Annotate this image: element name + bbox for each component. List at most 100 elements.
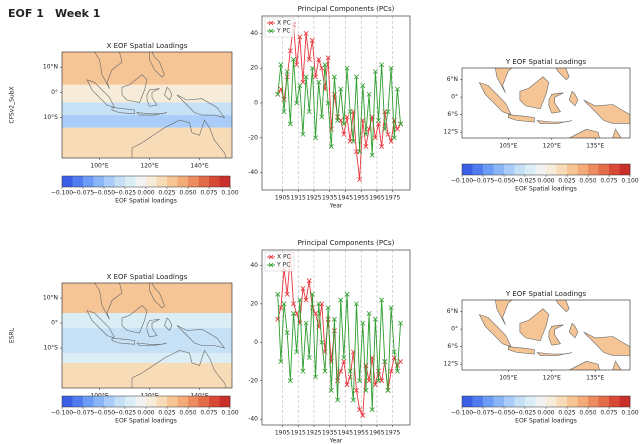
pc-marker [300,368,306,374]
coastline [146,88,160,107]
colorbar-segment [514,396,526,407]
colorbar-segment [72,176,84,187]
pc-marker [319,114,325,120]
pc-marker [363,387,369,393]
pc-marker [363,131,369,137]
coastline [94,52,123,89]
pc-marker [335,117,341,123]
colorbar-tick-label: 0.100 [621,410,638,417]
legend-label: X PC [277,20,291,27]
coastline [131,349,227,388]
map-frame [61,282,233,389]
pc-marker [306,57,312,62]
colorbar-tick-label: −0.075 [72,410,94,417]
colorbar-label: EOF Spatial loadings [515,418,577,425]
colorbar-tick-label: 0.025 [558,410,575,417]
colorbar-segment [493,164,505,175]
pc-marker [297,297,303,303]
coastline [121,74,148,103]
pc-marker [297,34,303,40]
y-tick-label: 0 [254,339,258,346]
colorbar-segment [472,164,484,175]
map-area [62,52,232,158]
pc-marker [313,135,319,141]
coastline [508,114,535,123]
pc-marker [291,301,296,307]
x-tick-label: 135°E [586,143,604,150]
x-tick-label: 1935 [322,430,337,437]
y-tick-label: 12°S [444,129,459,136]
x-tick-label: 120°E [543,143,561,150]
colorbar-segment [156,396,168,407]
colorbar-segment [483,164,494,175]
colorbar-tick-label: 0.075 [200,410,217,417]
pc-marker [275,291,281,297]
colorbar-tick-label: 0.100 [221,190,238,197]
x-tick-label: 1955 [354,430,369,437]
x-tick-label: 1935 [322,195,337,202]
map-area [62,283,232,388]
colorbar-tick-label: −0.050 [493,410,515,417]
map-title: X EOF Spatial Loadings [107,42,188,50]
pc-marker [394,126,400,132]
coastline [536,120,573,124]
pc-marker [309,305,315,311]
colorbar-tick-label: 0.050 [179,190,196,197]
colorbar-segment [619,164,631,175]
coastline [164,86,173,101]
map-field [62,313,232,328]
x-axis-label: Year [329,203,343,210]
colorbar-segment [535,164,547,175]
pc-marker [376,117,381,123]
colorbar-segment [609,164,620,175]
legend-label: Y PC [276,262,290,269]
colorbar-tick-label: −0.050 [93,190,115,197]
pc-marker [369,152,375,158]
colorbar-segment [462,396,473,407]
pc-marker [388,65,394,71]
pc-marker [382,359,388,365]
pc-marker [303,74,309,80]
pc-marker [281,109,287,115]
colorbar-segment [156,176,168,187]
map-field [62,52,232,85]
pc-marker [382,126,388,132]
pc-marker [313,310,319,316]
y-tick-label: 10°N [43,295,58,302]
x-axis-label: Year [329,438,343,444]
x-tick-label: 1955 [354,195,369,202]
colorbar-tick-label: −0.050 [493,178,515,185]
colorbar-segment [493,396,505,407]
colorbar-segment [209,176,220,187]
pc-marker [341,131,347,137]
colorbar-tick-label: −0.100 [451,410,473,417]
map-area [462,300,630,370]
coastline [519,308,550,342]
y-tick-label: 10°S [44,114,59,121]
pc-marker [353,301,359,307]
pc-marker [363,144,369,149]
colorbar-tick-label: −0.075 [72,190,94,197]
x-tick-label: 1945 [338,195,353,202]
colorbar-segment [146,176,157,187]
colorbar-tick-label: 0.075 [200,190,217,197]
pc-marker [309,291,315,297]
coastline [568,322,579,339]
pc-marker [303,30,309,36]
y-tick-label: 0° [51,89,58,96]
coastline [164,317,173,332]
pc-marker [372,316,378,322]
pc-marker [287,48,293,54]
y-tick-label: 6°N [447,308,458,315]
pc-marker [366,91,372,97]
y-tick-label: 12°S [444,361,459,368]
pc-marker [394,368,400,374]
colorbar-segment [188,396,199,407]
colorbar-segment [167,176,178,187]
pc-marker [297,83,303,89]
colorbar-segment [198,176,210,187]
pc-marker [287,378,293,384]
colorbar-segment [146,396,157,407]
x-tick-label: 1915 [291,430,306,437]
pc-marker [316,301,322,307]
